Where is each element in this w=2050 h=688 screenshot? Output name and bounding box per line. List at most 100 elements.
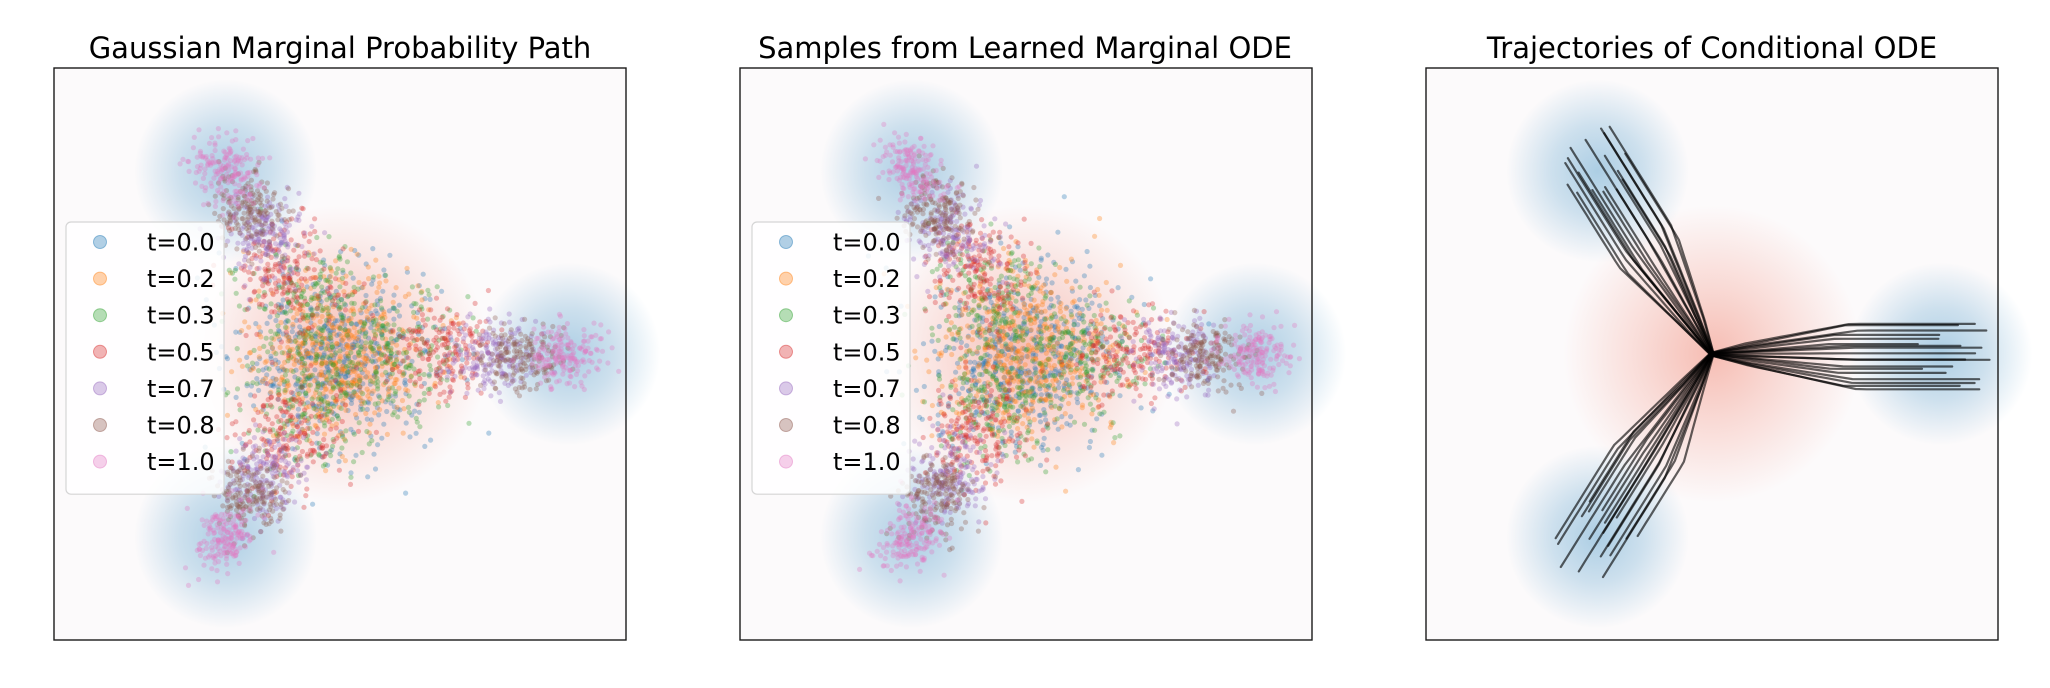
- scatter-point: [327, 356, 333, 362]
- scatter-point: [989, 338, 996, 344]
- scatter-point: [257, 329, 264, 335]
- scatter-point: [595, 367, 601, 373]
- scatter-point: [262, 306, 268, 312]
- scatter-point: [308, 363, 314, 369]
- scatter-point: [1103, 279, 1109, 286]
- scatter-point: [416, 283, 422, 289]
- scatter-point: [282, 436, 288, 442]
- scatter-point: [325, 462, 331, 468]
- scatter-point: [362, 346, 368, 352]
- scatter-point: [1053, 464, 1059, 470]
- scatter-point: [415, 320, 421, 327]
- scatter-point: [377, 407, 383, 413]
- scatter-point: [309, 223, 315, 229]
- scatter-point: [553, 360, 560, 366]
- scatter-point: [351, 342, 357, 348]
- scatter-point: [185, 582, 192, 589]
- scatter-point: [301, 363, 307, 369]
- scatter-point: [489, 351, 495, 357]
- scatter-point: [306, 238, 312, 245]
- scatter-point: [276, 212, 282, 218]
- scatter-point: [395, 331, 402, 337]
- scatter-point: [383, 378, 389, 384]
- scatter-point: [268, 382, 274, 388]
- scatter-point: [1015, 408, 1022, 414]
- scatter-point: [253, 495, 259, 501]
- scatter-point: [1038, 309, 1045, 315]
- scatter-point: [349, 344, 355, 351]
- scatter-point: [264, 466, 270, 472]
- scatter-point: [331, 411, 337, 417]
- scatter-point: [936, 323, 942, 330]
- scatter-point: [369, 346, 375, 352]
- scatter-point: [953, 369, 959, 375]
- scatter-point: [355, 337, 362, 344]
- scatter-point: [381, 325, 387, 331]
- scatter-point: [329, 376, 335, 383]
- scatter-point: [228, 175, 234, 182]
- scatter-point: [327, 368, 333, 374]
- scatter-point: [417, 424, 423, 430]
- scatter-point: [450, 321, 456, 327]
- scatter-point: [397, 407, 403, 413]
- scatter-point: [334, 366, 340, 372]
- scatter-point: [248, 392, 254, 398]
- scatter-point: [196, 541, 202, 547]
- scatter-point: [265, 261, 271, 267]
- scatter-point: [970, 329, 976, 335]
- scatter-point: [367, 381, 373, 387]
- scatter-point: [376, 393, 382, 399]
- scatter-point: [314, 440, 320, 446]
- scatter-point: [402, 380, 408, 386]
- scatter-point: [276, 392, 282, 398]
- scatter-point: [1038, 285, 1044, 291]
- scatter-point: [233, 166, 239, 172]
- scatter-point: [315, 426, 321, 432]
- scatter-point: [256, 387, 262, 393]
- scatter-point: [215, 159, 221, 165]
- scatter-point: [337, 373, 344, 379]
- scatter-point: [1037, 383, 1043, 389]
- scatter-point: [516, 325, 522, 331]
- scatter-point: [319, 397, 325, 403]
- scatter-point: [1036, 398, 1042, 404]
- scatter-point: [1016, 324, 1022, 330]
- scatter-point: [446, 394, 452, 400]
- scatter-point: [395, 414, 401, 420]
- scatter-point: [253, 297, 259, 303]
- scatter-point: [377, 394, 383, 400]
- scatter-point: [324, 335, 330, 341]
- scatter-point: [399, 334, 405, 340]
- scatter-point: [314, 354, 320, 360]
- scatter-point: [337, 324, 343, 330]
- scatter-point: [362, 361, 368, 367]
- scatter-point: [358, 407, 364, 413]
- scatter-point: [374, 311, 380, 317]
- scatter-point: [370, 345, 376, 351]
- scatter-point: [247, 506, 253, 512]
- scatter-point: [336, 467, 342, 473]
- scatter-point: [288, 389, 294, 395]
- scatter-point: [306, 373, 312, 379]
- scatter-point: [452, 340, 458, 346]
- scatter-point: [246, 324, 252, 330]
- scatter-point: [469, 372, 475, 379]
- scatter-point: [571, 350, 577, 356]
- scatter-point: [306, 375, 312, 381]
- scatter-point: [464, 377, 470, 383]
- scatter-point: [367, 378, 374, 384]
- scatter-point: [434, 372, 440, 378]
- scatter-point: [497, 398, 504, 404]
- scatter-point: [318, 344, 324, 350]
- scatter-point: [242, 319, 248, 325]
- scatter-point: [1070, 334, 1076, 340]
- scatter-point: [390, 398, 396, 404]
- scatter-point: [369, 320, 375, 326]
- scatter-point: [375, 321, 381, 327]
- scatter-point: [1063, 305, 1069, 312]
- scatter-point: [520, 375, 526, 382]
- scatter-point: [308, 307, 314, 313]
- scatter-point: [532, 339, 538, 346]
- scatter-point: [329, 297, 335, 303]
- scatter-point: [382, 272, 388, 278]
